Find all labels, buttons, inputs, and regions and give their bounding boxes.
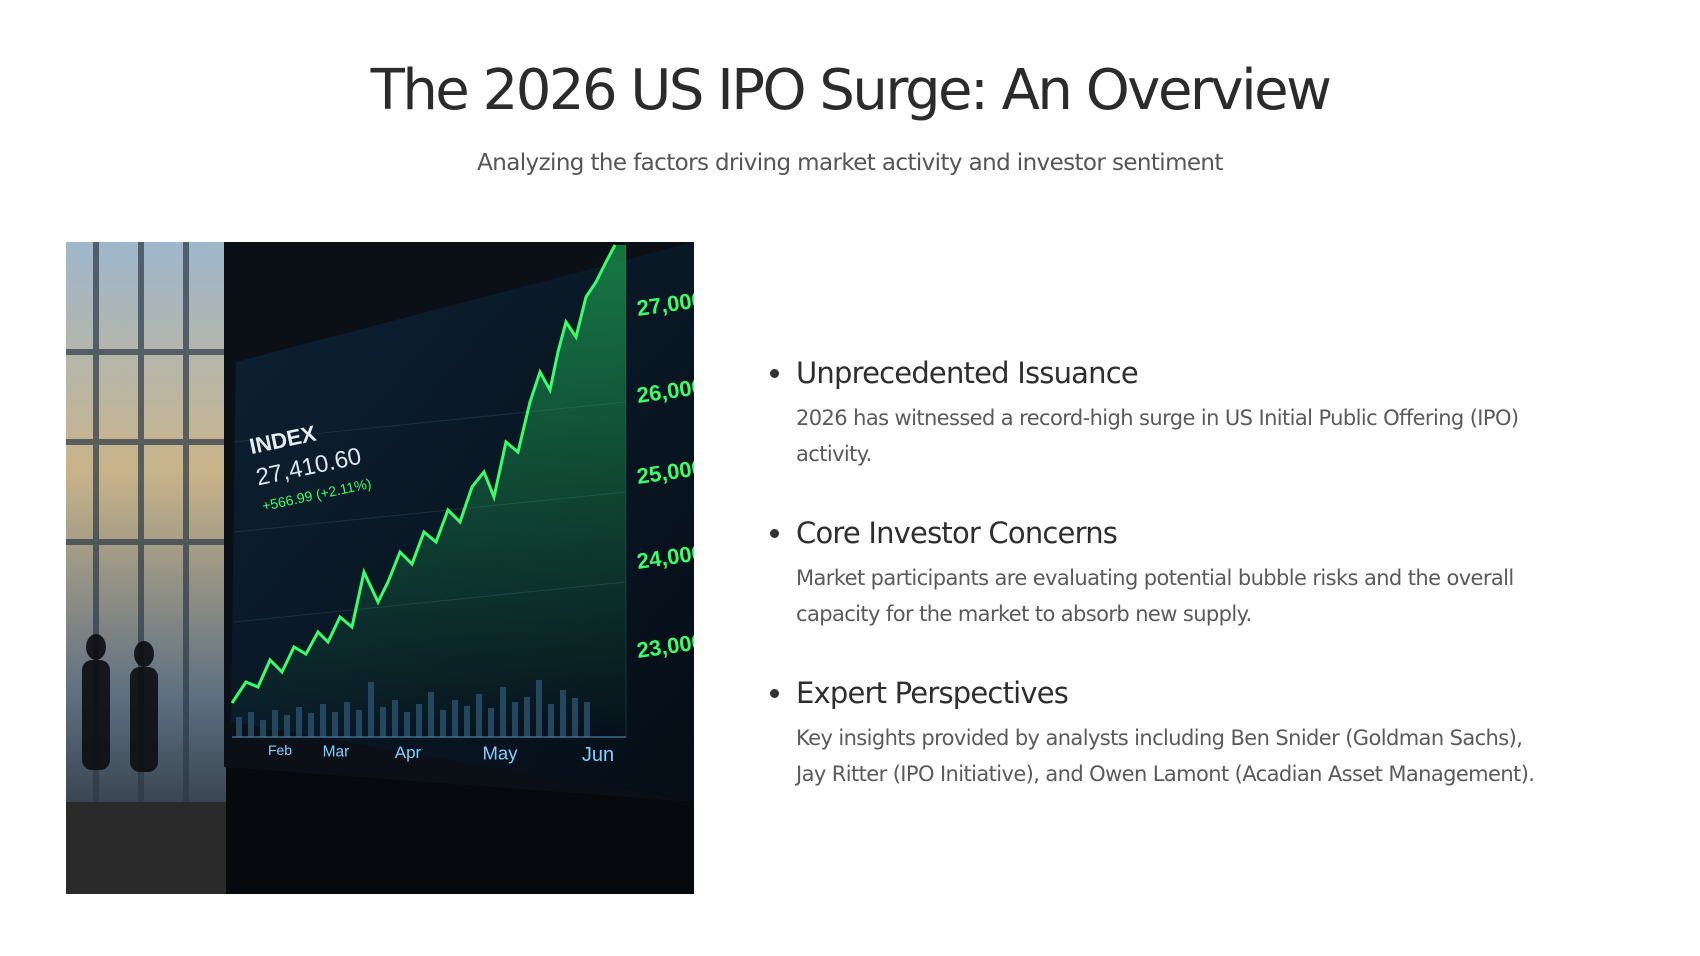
month-label: Feb: [268, 742, 292, 758]
month-label: Jun: [582, 744, 614, 766]
bullet-list: Unprecedented Issuance 2026 has witnessed…: [770, 352, 1550, 832]
bullet-item: Unprecedented Issuance 2026 has witnessed…: [770, 352, 1550, 472]
bullet-text: 2026 has witnessed a record-high surge i…: [796, 406, 1519, 466]
bullet-text: Key insights provided by analysts includ…: [796, 726, 1535, 786]
bullet-item: Expert Perspectives Key insights provided…: [770, 672, 1550, 792]
bullet-heading: Unprecedented Issuance: [796, 356, 1139, 390]
slide-title: The 2026 US IPO Surge: An Overview: [370, 58, 1332, 123]
bullet-item: Core Investor Concerns Market participant…: [770, 512, 1550, 632]
month-label: Apr: [395, 743, 422, 762]
bullet-heading: Expert Perspectives: [796, 676, 1069, 710]
month-label: May: [483, 743, 519, 764]
photo: INDEX 27,410.60 +566.99 (+2.11%) 27,0002…: [66, 242, 694, 894]
bullet-text: Market participants are evaluating poten…: [796, 566, 1514, 626]
bullet-heading: Core Investor Concerns: [796, 516, 1118, 550]
slide-subtitle: Analyzing the factors driving market act…: [477, 150, 1223, 176]
month-label: Mar: [323, 744, 350, 761]
